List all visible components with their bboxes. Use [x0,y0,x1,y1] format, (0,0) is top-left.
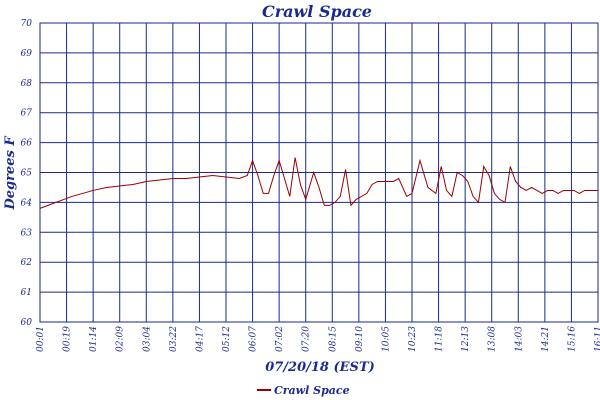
x-tick-label: 08:15 [328,326,338,352]
x-tick-label: 00:19 [63,326,73,352]
x-tick-label: 07:20 [302,326,312,352]
series-line-crawl-space [39,157,598,209]
y-tick-label: 70 [21,19,33,29]
x-axis-ticks: 00:01 00:19 01:14 02:09 03:04 03:22 04:17 05:12… [36,326,600,352]
y-tick-label: 67 [21,109,33,119]
x-tick-label: 00:01 [36,326,46,352]
x-tick-label: 14:21 [541,326,551,352]
legend: Crawl Space [257,384,350,397]
chart-title: Crawl Space [262,2,372,21]
grid [39,22,599,323]
y-tick-label: 65 [21,169,33,179]
y-axis-label: Degrees F [3,136,18,211]
y-tick-label: 66 [21,139,33,149]
x-tick-label: 12:13 [461,326,471,352]
x-tick-label: 11:18 [435,326,445,352]
y-tick-label: 61 [21,288,32,298]
y-tick-label: 68 [21,79,33,89]
x-tick-label: 01:14 [89,326,99,352]
x-tick-label: 02:09 [116,326,126,352]
x-tick-label: 06:07 [249,326,259,352]
x-tick-label: 10:23 [408,326,418,352]
legend-label: Crawl Space [274,384,350,397]
x-tick-label: 05:12 [222,326,232,352]
x-axis-label: 07/20/18 (EST) [265,360,375,375]
x-tick-label: 03:04 [142,326,152,352]
x-tick-label: 03:22 [169,326,179,352]
x-tick-label: 14:03 [514,326,524,352]
x-tick-label: 04:17 [195,326,205,352]
x-tick-label: 13:08 [488,326,498,352]
x-tick-label: 16:11 [594,326,600,352]
y-tick-label: 63 [21,228,33,238]
x-tick-label: 07:02 [275,326,285,352]
y-axis-ticks: 60 61 62 63 64 65 66 67 68 69 70 [21,19,33,328]
y-tick-label: 64 [21,198,33,208]
x-tick-label: 15:16 [567,326,577,352]
y-tick-label: 60 [21,318,33,328]
y-tick-label: 62 [21,258,33,268]
x-tick-label: 10:05 [381,326,391,352]
y-tick-label: 69 [21,49,33,59]
x-tick-label: 09:10 [355,326,365,352]
plot-frame [39,22,599,323]
